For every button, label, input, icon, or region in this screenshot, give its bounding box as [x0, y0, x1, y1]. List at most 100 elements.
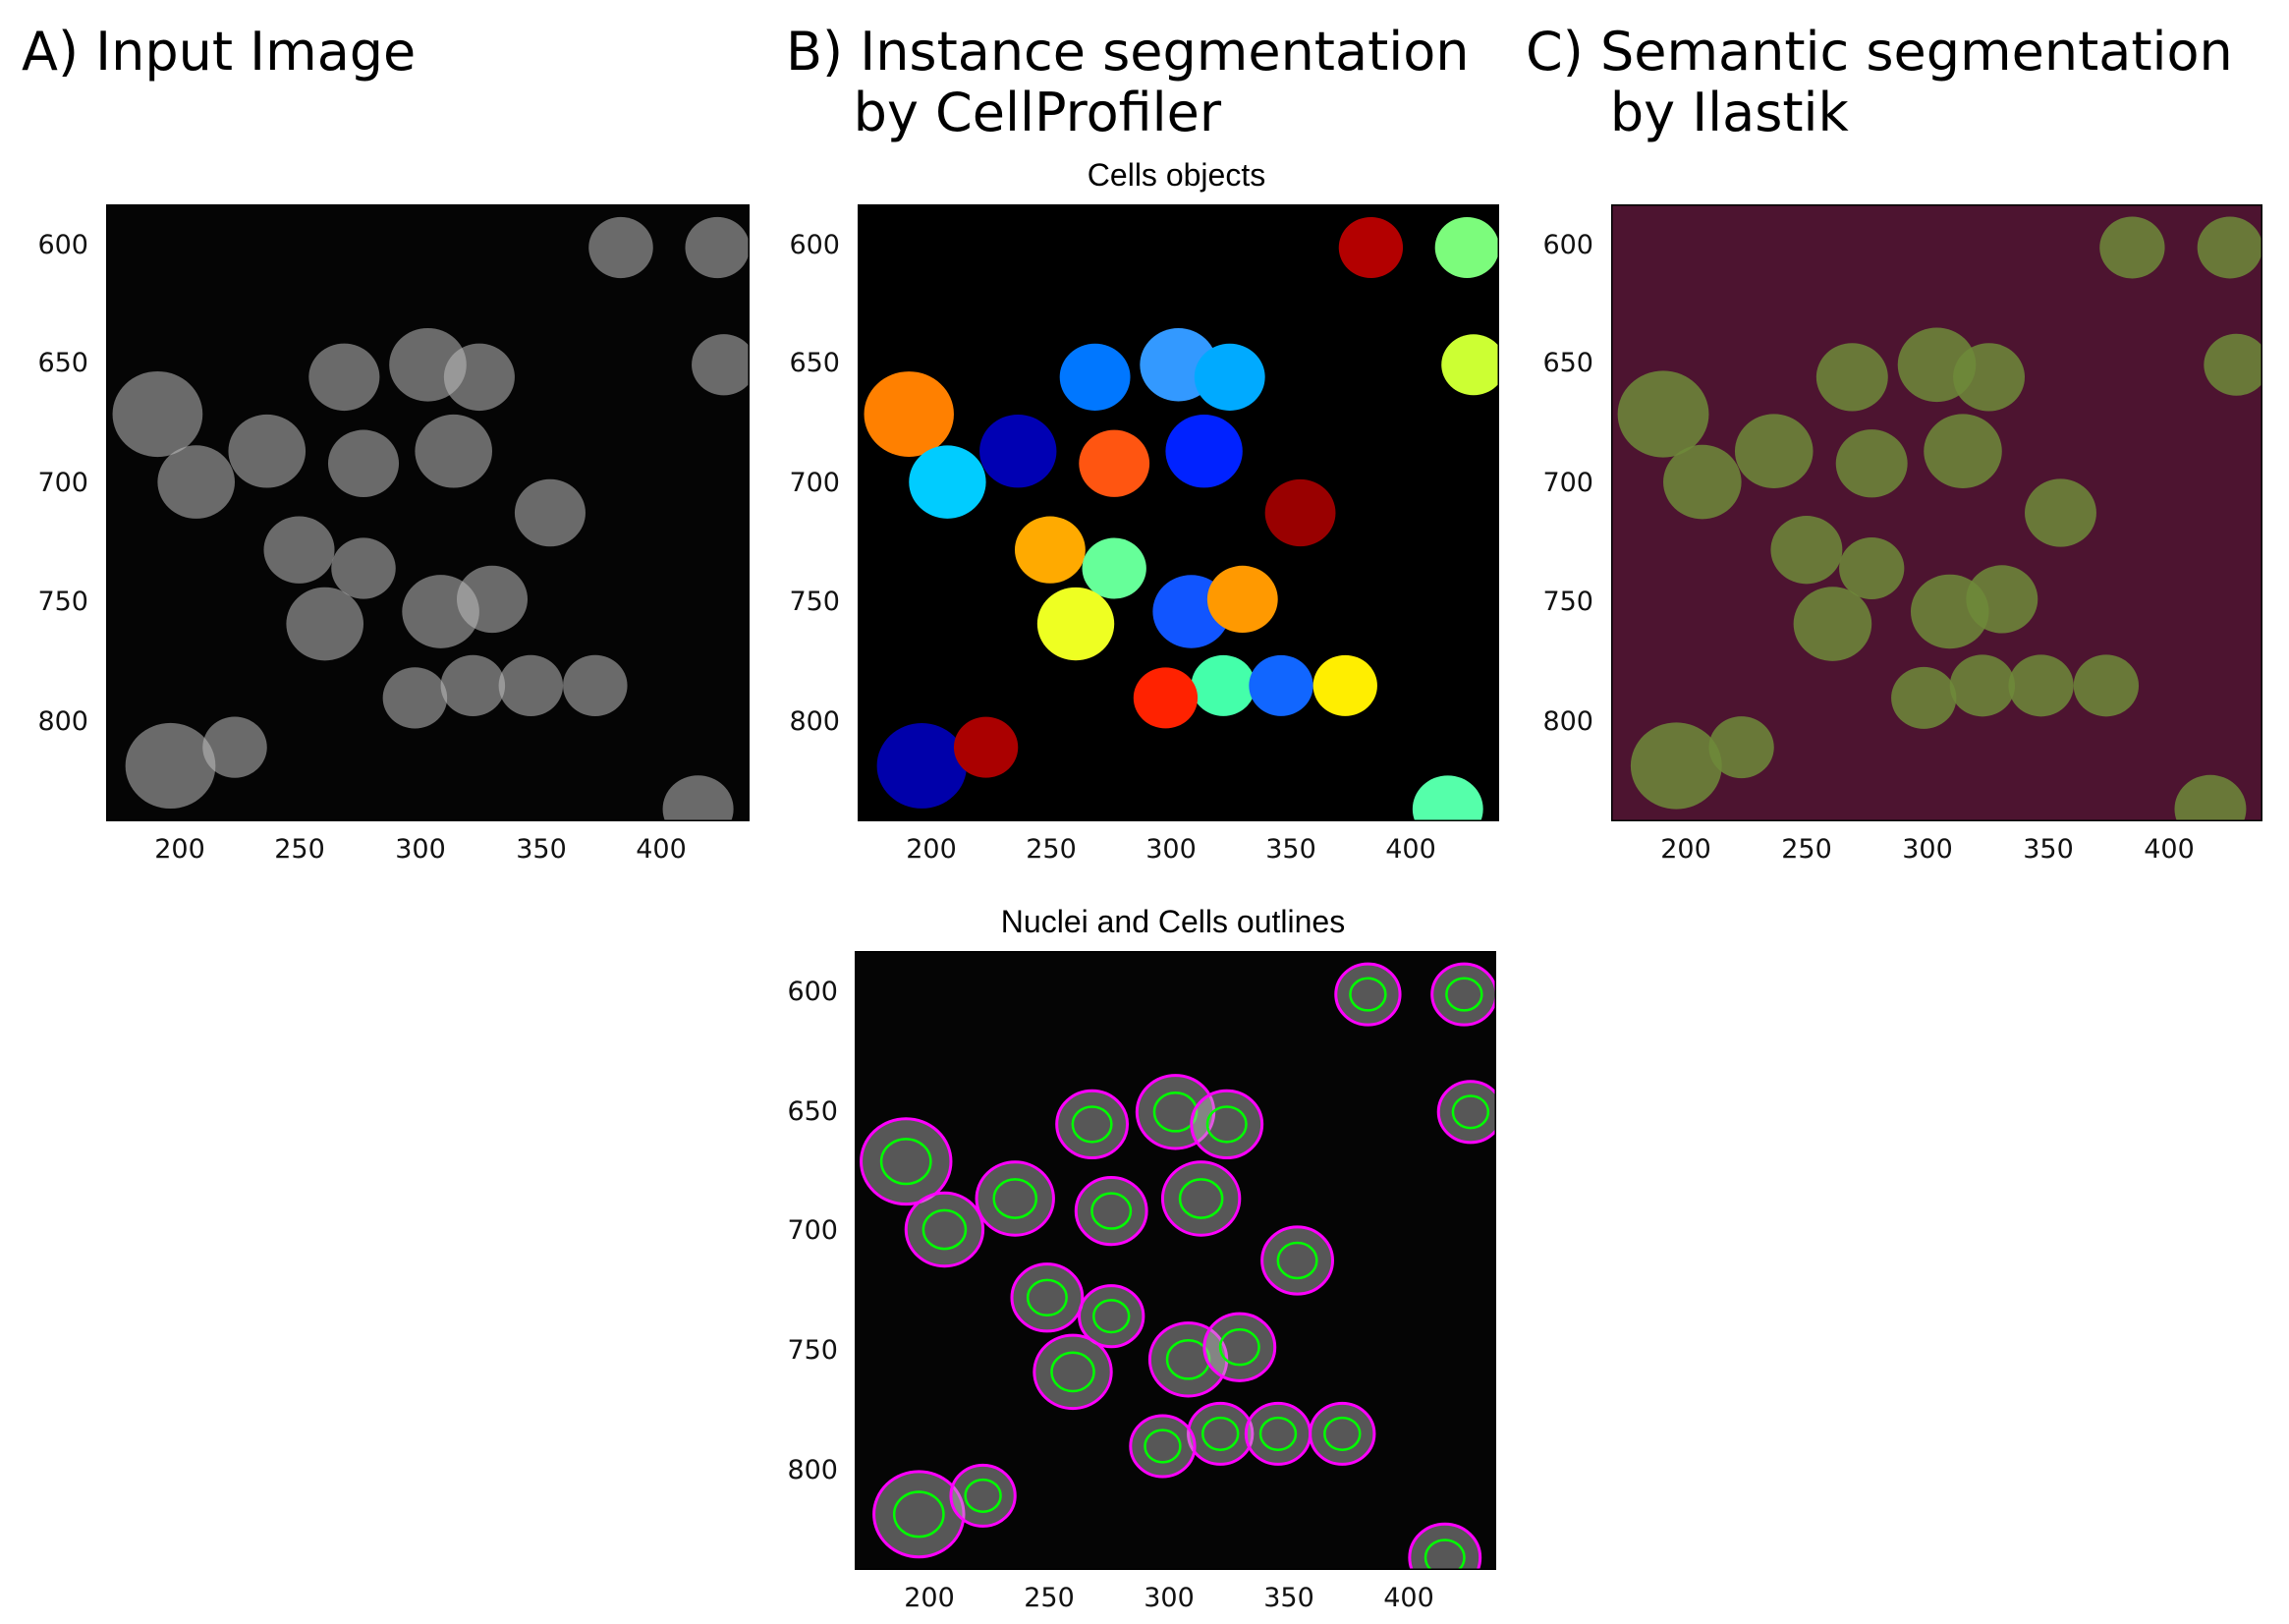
cell-blob: [1412, 775, 1483, 821]
cell-blob: [1082, 537, 1146, 599]
plot-b1-xtick: 400: [1385, 834, 1436, 865]
cell-blob: [1033, 1333, 1113, 1411]
cell-blob: [1436, 1080, 1496, 1145]
plot-a-xtick: 250: [274, 834, 325, 865]
plot-a-ytick: 800: [37, 706, 88, 737]
plot-b1-xtick: 200: [906, 834, 957, 865]
plot-c-xtick: 250: [1781, 834, 1832, 865]
cell-blob: [949, 1463, 1017, 1528]
cell-blob: [125, 722, 216, 810]
plot-a-image: [106, 204, 750, 821]
cell-blob: [1617, 370, 1709, 458]
cell-blob: [498, 654, 564, 716]
cell-blob: [904, 1191, 985, 1268]
plot-a-xtick: 350: [516, 834, 567, 865]
plot-b2-xtick: 350: [1263, 1583, 1314, 1613]
nucleus-outline: [1152, 1091, 1199, 1133]
cell-blob: [1338, 216, 1404, 278]
plot-c-xtick: 400: [2144, 834, 2195, 865]
cell-blob: [112, 370, 203, 458]
plot-b2-xtick: 200: [904, 1583, 955, 1613]
cell-blob: [1264, 478, 1336, 547]
cell-blob: [1815, 343, 1888, 412]
cell-blob: [1078, 1284, 1145, 1349]
cell-blob: [1408, 1522, 1482, 1570]
cell-blob: [1133, 667, 1199, 729]
cell-blob: [1793, 587, 1872, 661]
cell-blob: [1441, 334, 1499, 396]
plot-b1-ytick: 750: [789, 587, 840, 617]
cell-blob: [1059, 343, 1131, 411]
cell-blob: [415, 414, 493, 488]
plot-a-xtick: 300: [395, 834, 446, 865]
cell-blob: [2204, 333, 2262, 396]
cell-blob: [1430, 962, 1496, 1027]
plot-b2-ytick: 750: [787, 1335, 838, 1366]
cell-blob: [1129, 1414, 1197, 1479]
cell-blob: [1630, 722, 1722, 810]
cell-blob: [443, 343, 515, 412]
nucleus-outline: [964, 1478, 1002, 1513]
nucleus-outline: [921, 1208, 968, 1251]
plot-b1-image: [858, 204, 1499, 821]
cell-blob: [1014, 516, 1086, 584]
cell-blob: [1334, 962, 1402, 1027]
cell-blob: [456, 565, 529, 634]
cell-blob: [1036, 587, 1115, 661]
cell-blob: [1206, 565, 1278, 634]
plot-c-ytick: 650: [1542, 348, 1593, 378]
nucleus-outline: [992, 1178, 1038, 1219]
cell-blob: [1891, 666, 1957, 729]
cell-blob: [909, 445, 986, 519]
cell-blob: [860, 1117, 953, 1206]
cell-blob: [2174, 774, 2247, 821]
cell-blob: [331, 537, 396, 599]
cell-blob: [202, 716, 267, 778]
plot-a-ytick: 700: [37, 468, 88, 498]
cell-blob: [228, 414, 307, 488]
cell-blob: [1734, 414, 1814, 488]
cell-blob: [1309, 1401, 1376, 1466]
cell-blob: [1708, 716, 1774, 779]
cell-blob: [1835, 429, 1908, 498]
cell-blob: [1434, 216, 1499, 278]
nucleus-outline: [1178, 1178, 1224, 1219]
plot-b1-ytick: 700: [789, 468, 840, 498]
plot-b2-ytick: 650: [787, 1096, 838, 1127]
nucleus-outline: [1424, 1539, 1466, 1570]
plot-b1-ytick: 650: [789, 348, 840, 378]
plot-c-xtick: 300: [1902, 834, 1953, 865]
plot-b1-xtick: 300: [1145, 834, 1197, 865]
nucleus-outline: [1026, 1278, 1068, 1317]
cell-blob: [514, 478, 586, 547]
nucleus-outline: [1144, 1428, 1182, 1464]
cell-blob: [953, 716, 1019, 778]
nucleus-outline: [1091, 1299, 1131, 1334]
plot-b1-xtick: 250: [1026, 834, 1077, 865]
plot-a-ytick: 600: [37, 230, 88, 260]
cell-blob: [327, 429, 400, 497]
plot-b1-ytick: 800: [789, 706, 840, 737]
cell-blob: [864, 371, 954, 457]
nucleus-outline: [1090, 1192, 1133, 1230]
plot-b1-title: Cells objects: [1087, 157, 1266, 193]
plot-b2-xtick: 300: [1144, 1583, 1195, 1613]
plot-b2-ytick: 800: [787, 1455, 838, 1485]
plot-b2-ytick: 600: [787, 977, 838, 1007]
nucleus-outline: [1258, 1416, 1298, 1451]
plot-c-ytick: 800: [1542, 706, 1593, 737]
cell-blob: [2099, 216, 2165, 279]
cell-blob: [1249, 654, 1313, 716]
nucleus-outline: [1071, 1105, 1113, 1144]
cell-blob: [1010, 1262, 1085, 1333]
cell-blob: [2073, 654, 2140, 717]
cell-blob: [1663, 444, 1742, 520]
plot-b2-title: Nuclei and Cells outlines: [1000, 904, 1346, 939]
cell-blob: [1190, 1089, 1264, 1160]
nucleus-outline: [1201, 1416, 1240, 1451]
cell-blob: [1244, 1401, 1312, 1466]
panel-c-title: C) Semantic segmentation by Ilastik: [1526, 21, 2233, 143]
nucleus-outline: [1349, 977, 1387, 1012]
panel-a-title: A) Input Image: [22, 21, 417, 83]
plot-c-ytick: 700: [1542, 468, 1593, 498]
